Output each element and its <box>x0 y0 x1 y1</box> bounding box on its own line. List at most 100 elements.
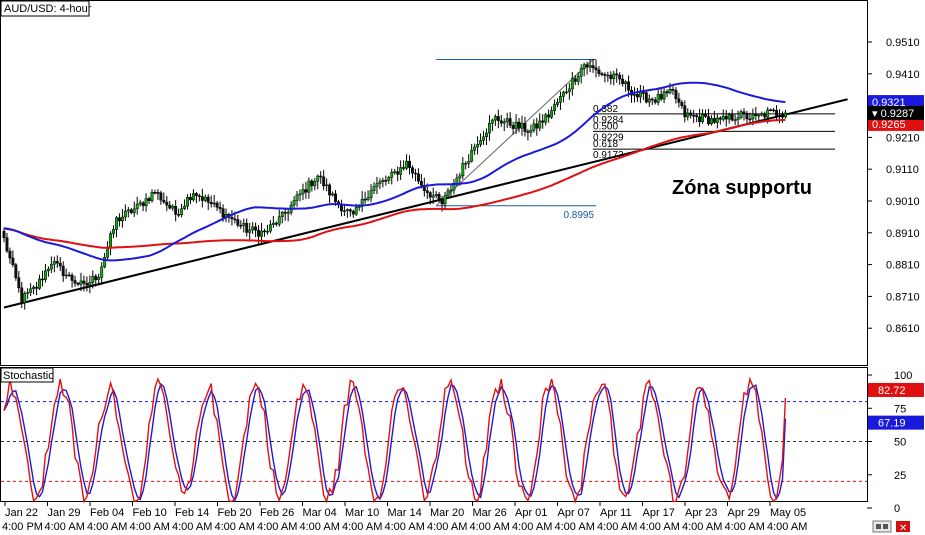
candle <box>680 99 684 109</box>
stochastic-tick-label: 0 <box>894 503 900 515</box>
stochastic-k-tag: 82.72 <box>868 382 924 397</box>
candle <box>215 201 219 212</box>
candle <box>532 119 536 133</box>
price-tick-label: 0.9010 <box>886 196 920 208</box>
candle <box>147 196 151 204</box>
candle <box>511 121 515 135</box>
candle <box>304 181 308 199</box>
candle <box>724 110 728 127</box>
candle <box>485 128 488 145</box>
stochastic-tick-label: 50 <box>894 437 906 449</box>
time-tick-time: 4:00 AM <box>512 521 552 533</box>
candle <box>35 281 39 296</box>
candle <box>295 190 299 207</box>
candle <box>677 92 681 108</box>
time-tick-date: Apr 23 <box>685 507 717 519</box>
candle <box>97 273 101 286</box>
candle <box>538 113 542 132</box>
candle <box>242 218 246 233</box>
candle <box>153 189 157 195</box>
time-tick-date: Mar 14 <box>388 507 422 519</box>
candle <box>189 193 192 205</box>
candle <box>633 87 636 103</box>
candle <box>79 272 83 292</box>
candle <box>236 214 240 228</box>
time-tick-time: 4:00 AM <box>470 521 510 533</box>
time-tick-time: 4:00 AM <box>172 521 212 533</box>
candle <box>8 247 12 264</box>
candle <box>754 106 758 121</box>
candle <box>292 196 296 208</box>
candle <box>411 165 414 179</box>
time-tick-time: 4:00 AM <box>342 521 382 533</box>
candle <box>43 263 47 283</box>
candle <box>656 87 660 106</box>
candle <box>505 112 509 128</box>
candle <box>183 199 187 211</box>
candle <box>609 71 613 85</box>
candle <box>573 75 577 86</box>
candle <box>499 114 503 127</box>
candle <box>328 183 332 203</box>
candle <box>783 109 787 119</box>
candle <box>508 112 512 129</box>
time-tick-time: 4:00 AM <box>555 521 595 533</box>
candle <box>561 90 565 103</box>
time-tick-date: Apr 29 <box>728 507 760 519</box>
candle <box>550 106 554 120</box>
candle <box>14 263 18 281</box>
candle <box>712 110 716 124</box>
candle <box>307 177 311 199</box>
candle <box>526 129 530 141</box>
candle <box>730 109 734 122</box>
candle <box>757 113 761 121</box>
candle <box>390 168 394 185</box>
stochastic-panel: Stochastic <box>0 367 867 504</box>
fib-price-label: 0.9173 <box>593 150 624 161</box>
candle <box>245 218 249 237</box>
candle <box>351 209 355 218</box>
candle <box>239 220 243 229</box>
candle <box>416 168 420 184</box>
stochastic-d-tag-text: 67.19 <box>878 418 906 430</box>
price-tick-label: 0.9510 <box>886 37 920 49</box>
candle <box>41 270 44 287</box>
candle <box>535 117 539 136</box>
candle <box>17 270 21 293</box>
candle <box>174 200 178 222</box>
candle <box>396 166 400 182</box>
candle <box>29 283 33 297</box>
candle <box>715 114 719 129</box>
candle <box>70 272 74 288</box>
scroll-icon[interactable] <box>872 520 892 533</box>
close-icon[interactable]: ✕ <box>896 521 910 534</box>
candle <box>698 108 702 127</box>
stochastic-tick-label: 100 <box>894 370 912 382</box>
candle <box>129 208 133 215</box>
candle <box>316 174 320 190</box>
candle <box>514 114 518 135</box>
support-zone-label: Zóna supportu <box>672 177 812 199</box>
candle <box>58 257 62 272</box>
candle <box>132 201 136 217</box>
candle <box>186 194 189 210</box>
time-tick-time: 4:00 AM <box>130 521 170 533</box>
candle <box>641 85 645 101</box>
candle <box>120 208 124 228</box>
candle <box>206 194 210 210</box>
stochastic-axis: 100 75 50 25 0 82.72 67.19 <box>867 370 924 515</box>
price-panel: 0.8995 0.3820.92840.5000.92290.6180.9173… <box>0 0 848 310</box>
time-tick-date: Mar 10 <box>345 507 379 519</box>
candle <box>23 291 27 310</box>
candle <box>38 274 41 290</box>
candle <box>591 58 595 73</box>
candle <box>683 100 687 123</box>
time-tick-date: Apr 17 <box>643 507 675 519</box>
candle <box>138 199 142 207</box>
candle <box>662 86 666 104</box>
candle <box>644 91 648 104</box>
candle <box>64 268 68 280</box>
candle <box>582 62 586 77</box>
candle <box>653 96 657 105</box>
time-tick-date: Apr 01 <box>515 507 547 519</box>
